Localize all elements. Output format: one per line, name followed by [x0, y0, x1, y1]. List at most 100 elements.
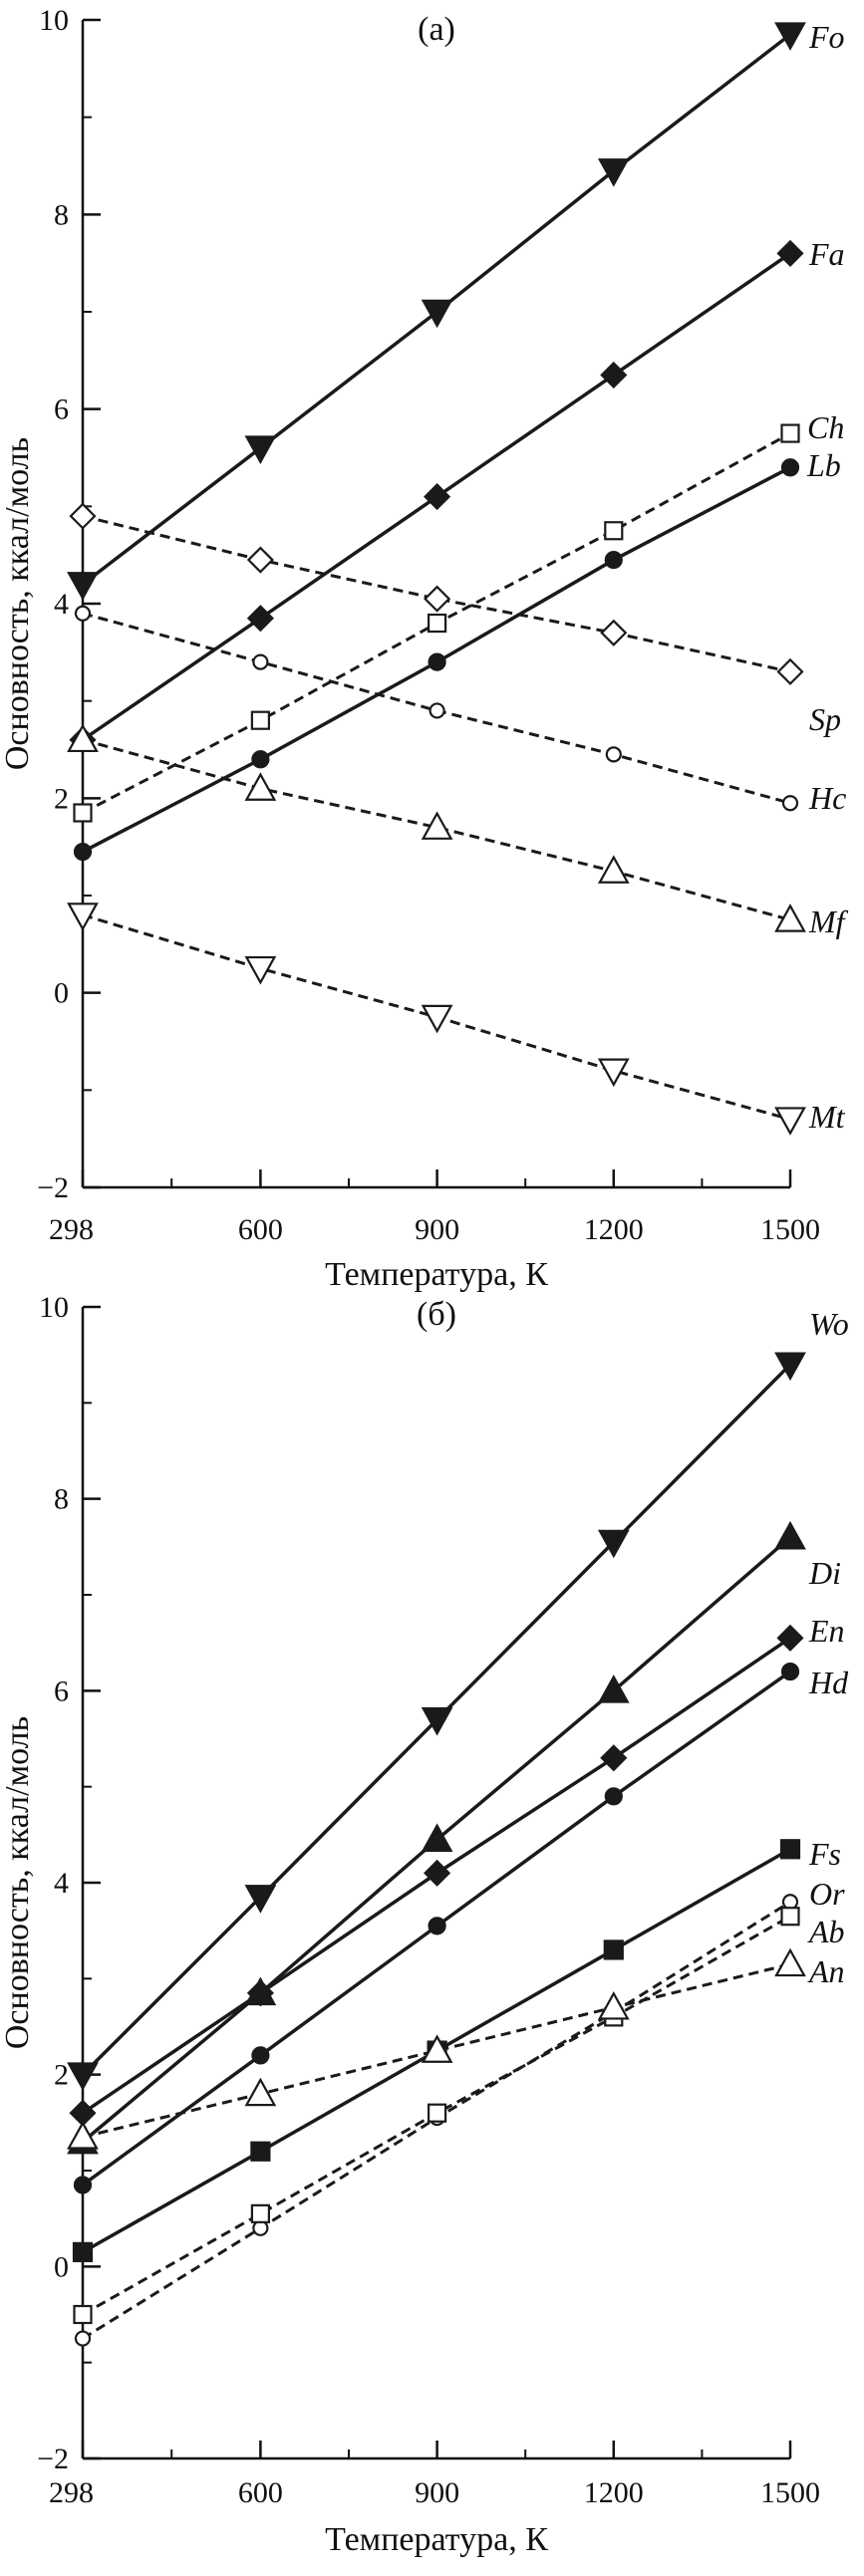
y-tick-label: 2	[54, 782, 69, 815]
data-point	[427, 613, 447, 634]
data-point	[428, 652, 446, 671]
y-tick-label: −2	[37, 1171, 69, 1204]
data-point	[73, 803, 93, 823]
data-point	[774, 903, 806, 932]
data-point	[781, 795, 799, 812]
data-point	[774, 22, 806, 51]
y-axis-title: Основность, ккал/моль	[0, 437, 36, 770]
y-tick-label: 0	[54, 977, 69, 1010]
series-line	[82, 738, 791, 921]
data-point	[780, 423, 800, 443]
series-label: Fo	[808, 19, 845, 55]
data-point	[600, 619, 628, 646]
y-tick-label: 6	[54, 1674, 69, 1707]
panel-label: (б)	[417, 1296, 456, 1333]
series-label: An	[807, 1953, 845, 1989]
data-point	[67, 572, 99, 601]
series-Sp: Sp	[69, 502, 841, 737]
y-tick-label: 0	[54, 2250, 69, 2283]
y-tick-label: 6	[54, 393, 69, 426]
series-label: Hc	[808, 780, 846, 816]
series-Mf: Mf	[67, 723, 849, 939]
data-point	[600, 361, 628, 389]
data-point	[776, 239, 804, 267]
series-Fs: Fs	[72, 1836, 841, 2262]
chart-panel-1: −2 0 2 4 6 8 10 298 600 900 1200 1500 Температура, К…	[0, 4, 849, 1293]
data-point	[67, 723, 99, 753]
series-line	[82, 1962, 791, 2139]
data-point	[69, 502, 97, 530]
data-point	[74, 2330, 92, 2347]
data-point	[603, 1939, 624, 1960]
data-point	[427, 2103, 447, 2123]
data-point	[774, 1520, 806, 1550]
data-point	[67, 2121, 99, 2150]
series-Hc: Hc	[74, 605, 846, 816]
data-point	[774, 1947, 806, 1977]
data-point	[244, 2077, 277, 2107]
series-An: An	[67, 1947, 845, 2150]
y-tick-label: 4	[54, 588, 69, 621]
series-label: Fs	[808, 1836, 841, 1872]
data-point	[72, 2241, 94, 2262]
series-Fo: Fo	[67, 19, 845, 601]
data-point	[246, 1979, 274, 2007]
data-point	[244, 772, 277, 801]
series-En: En	[69, 1613, 845, 2127]
series-label: Mt	[808, 1099, 846, 1135]
data-point	[597, 1674, 630, 1703]
series-Ch: Ch	[73, 409, 844, 823]
series-label: Di	[808, 1555, 841, 1591]
data-point	[246, 605, 274, 633]
y-tick-label: 2	[54, 2059, 69, 2092]
data-point	[244, 955, 277, 985]
data-point	[421, 1823, 453, 1852]
data-point	[421, 2034, 453, 2063]
y-tick-label: 10	[39, 1291, 69, 1324]
x-tick-label: 1200	[584, 1213, 644, 1246]
series-Di: Di	[67, 1520, 841, 2155]
data-point	[73, 2304, 93, 2325]
data-point	[776, 657, 804, 685]
series-Mt: Mt	[67, 902, 846, 1136]
data-point	[597, 855, 630, 884]
series-label: Wo	[809, 1306, 849, 1342]
series-Fa: Fa	[69, 236, 845, 754]
data-point	[250, 710, 270, 730]
y-tick-label: 10	[39, 4, 69, 37]
x-tick-label: 298	[49, 1213, 94, 1246]
data-point	[600, 1744, 628, 1772]
x-tick-label: 1500	[760, 1213, 820, 1246]
data-point	[67, 902, 99, 931]
data-point	[428, 1917, 446, 1935]
chart-panel-2: −2 0 2 4 6 8 10 298 600 900 1200 1500 Температура, К…	[0, 1291, 849, 2558]
data-point	[252, 653, 269, 670]
series-label: Fa	[808, 236, 845, 272]
data-point	[421, 299, 453, 329]
series-label: Ch	[807, 409, 844, 445]
data-point	[250, 2203, 270, 2223]
x-tick-label: 298	[49, 2476, 94, 2509]
data-point	[779, 1839, 801, 1860]
x-tick-label: 600	[238, 1213, 283, 1246]
data-point	[250, 2141, 271, 2162]
data-point	[421, 811, 453, 840]
data-point	[429, 702, 445, 719]
data-point	[597, 1529, 630, 1559]
x-tick-label: 600	[238, 2476, 283, 2509]
x-tick-label: 900	[415, 2476, 459, 2509]
data-point	[244, 1885, 277, 1914]
data-point	[776, 1624, 804, 1652]
series-Lb: Lb	[73, 447, 841, 862]
data-point	[774, 1107, 806, 1136]
series-Or: Or	[74, 1876, 845, 2347]
data-point	[604, 550, 623, 570]
data-point	[780, 1662, 800, 1681]
data-point	[251, 2046, 270, 2065]
data-point	[605, 746, 622, 763]
data-point	[597, 1990, 630, 2020]
series-Ab: Ab	[73, 1907, 845, 2325]
panel-label: (а)	[418, 11, 455, 48]
y-tick-label: −2	[37, 2443, 69, 2475]
